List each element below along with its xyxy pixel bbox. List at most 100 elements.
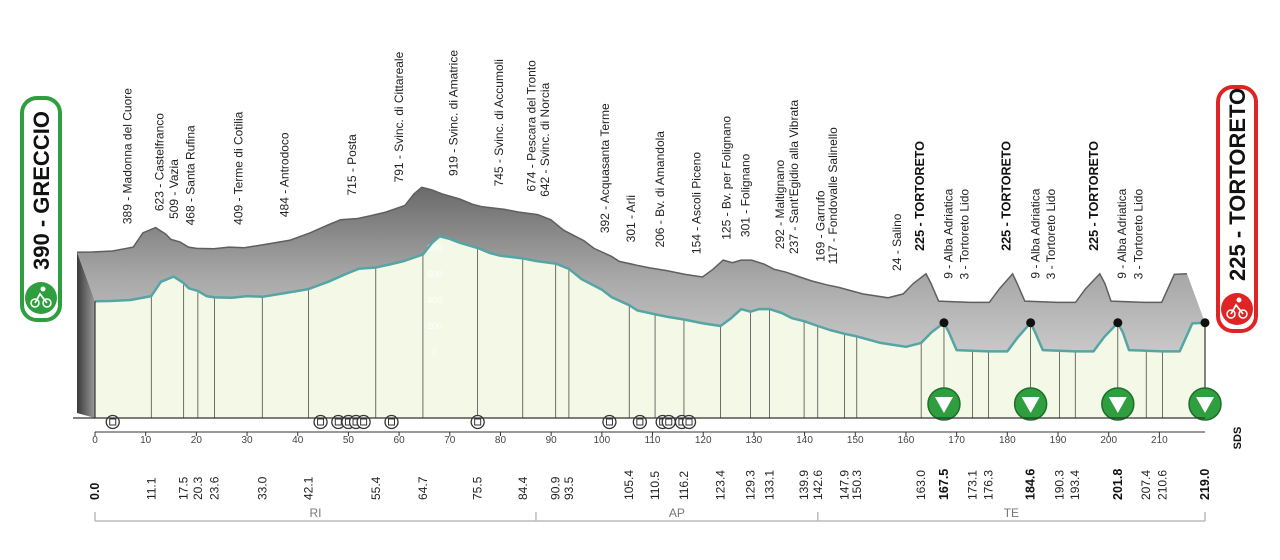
km-axis-tick-label: 210	[1151, 435, 1168, 446]
km-axis-tick-label: 180	[999, 435, 1016, 446]
waypoint-km-label: 11.1	[144, 477, 158, 500]
waypoint-km-label: 64.7	[416, 476, 430, 500]
profile-front-fill	[95, 236, 1205, 418]
waypoint-km-label: 17.5	[177, 476, 191, 500]
gps-marker-triangle	[1108, 397, 1127, 413]
profile-mountain-band	[77, 187, 1205, 352]
waypoint-km-label: 116.2	[677, 471, 691, 500]
waypoint-label: 745 - Svinc. di Accumoli	[492, 59, 506, 186]
town-icon-building	[474, 418, 482, 426]
waypoint-km-label: 201.8	[1111, 469, 1125, 500]
waypoint-label: 389 - Madonna del Cuore	[120, 88, 134, 224]
waypoint-km-label: 42.1	[301, 476, 315, 500]
km-axis-tick-label: 120	[695, 435, 712, 446]
km-axis-tick-label: 30	[241, 435, 253, 446]
waypoint-label: 9 - Alba Adriatica	[1115, 188, 1129, 278]
km-axis-tick-label: 10	[140, 435, 152, 446]
altitude-tick-label: 600	[427, 269, 442, 279]
waypoint-km-label: 20.3	[191, 476, 205, 500]
waypoint-label: 225 - TORTORETO	[913, 141, 927, 251]
province-label: TE	[1004, 506, 1019, 520]
km-axis-tick-label: 60	[394, 435, 406, 446]
altitude-tick-label: 200	[427, 321, 442, 331]
waypoint-km-label: 55.4	[369, 476, 383, 500]
waypoint-label: 674 - Pescara del Tronto	[525, 60, 539, 192]
waypoint-km-label: 123.4	[714, 470, 728, 500]
waypoint-label: 3 - Tortoreto Lido	[958, 189, 972, 280]
profile-ridge-line	[76, 186, 1188, 304]
waypoint-km-label: 105.4	[622, 470, 636, 500]
waypoint-label: 225 - TORTORETO	[1087, 141, 1101, 251]
waypoint-km-label: 176.3	[982, 470, 996, 500]
waypoint-km-label: 90.9	[549, 476, 563, 500]
cyclist-icon-body	[34, 292, 48, 304]
waypoint-label: 715 - Posta	[345, 134, 359, 196]
waypoint-label: 237 - Sant'Egidio alla Vibrata	[787, 100, 801, 254]
waypoint-label: 3 - Tortoreto Lido	[1131, 189, 1145, 280]
km-axis-tick-label: 0	[92, 435, 98, 446]
profile-left-wall	[77, 252, 95, 418]
waypoint-km-label: 184.6	[1024, 469, 1038, 500]
waypoint-label: 623 - Castelfranco	[153, 113, 167, 211]
cyclist-icon-head	[40, 286, 46, 292]
waypoint-label: 125 - Bv. per Folignano	[719, 116, 733, 240]
altitude-tick-label: 400	[427, 295, 442, 305]
waypoint-km-label: 84.4	[516, 476, 530, 500]
waypoint-km-label: 0.0	[88, 483, 102, 500]
waypoint-km-label: 190.3	[1053, 470, 1067, 500]
waypoint-km-label: 133.1	[763, 470, 777, 500]
waypoint-km-label: 147.9	[838, 470, 852, 500]
province-label: RI	[309, 506, 321, 520]
km-axis-tick-label: 110	[645, 435, 661, 446]
waypoint-km-label: 173.1	[965, 470, 979, 500]
town-icon-building	[109, 418, 117, 426]
waypoint-label: 468 - Santa Rufina	[184, 125, 198, 225]
start-badge	[20, 96, 62, 322]
town-icon-building	[388, 418, 396, 426]
altitude-tick-label: 0	[432, 347, 437, 357]
km-axis-tick-label: 50	[343, 435, 355, 446]
km-axis-tick-label: 170	[948, 435, 965, 446]
waypoint-label: 919 - Svinc. di Amatrice	[447, 50, 461, 176]
cyclist-icon-wheel	[1226, 309, 1236, 319]
waypoint-km-label: 150.3	[850, 470, 864, 500]
circuit-passage-dot	[1113, 318, 1123, 328]
circuit-passage-dot	[1200, 318, 1210, 328]
waypoint-km-label: 219.0	[1198, 469, 1212, 500]
waypoint-km-label: 75.5	[471, 476, 485, 500]
waypoint-km-label: 163.0	[914, 470, 928, 500]
cyclist-icon-head	[1236, 297, 1242, 303]
town-icon-building	[605, 418, 613, 426]
waypoint-label: 409 - Terme di Cotilia	[231, 111, 245, 224]
waypoint-km-label: 139.9	[797, 470, 811, 500]
waypoint-km-label: 23.6	[208, 476, 222, 500]
waypoint-km-label: 33.0	[255, 476, 269, 500]
finish-label: 225 - TORTORETO	[1225, 88, 1250, 281]
waypoint-label: 3 - Tortoreto Lido	[1044, 189, 1058, 280]
waypoint-km-label: 210.6	[1155, 470, 1169, 500]
altitude-tick-label: 800	[427, 243, 442, 253]
waypoint-label: 301 - Arli	[624, 195, 638, 242]
gps-marker-triangle	[1021, 397, 1040, 413]
town-icon-building	[665, 418, 673, 426]
km-axis-tick-label: 140	[796, 435, 813, 446]
waypoint-label: 206 - Bv. di Amandola	[653, 131, 667, 248]
waypoint-label: 642 - Svinc. di Norcia	[538, 82, 552, 196]
waypoint-label: 117 - Fondovalle Salinello	[826, 127, 840, 265]
waypoint-label: 791 - Svinc. di Cittareale	[392, 51, 406, 182]
province-label: AP	[669, 506, 685, 520]
cyclist-icon-wheel	[30, 298, 40, 308]
waypoint-label: 169 - Garrufo	[814, 190, 828, 262]
waypoint-label: 292 - Maltignano	[773, 160, 787, 250]
waypoint-km-label: 110.5	[648, 471, 662, 500]
gps-marker-triangle	[934, 397, 953, 413]
waypoint-label: 509 - Vazia	[167, 159, 181, 219]
waypoint-km-label: 193.4	[1068, 470, 1082, 500]
start-label: 390 - GRECCIO	[29, 111, 54, 270]
cyclist-icon-body	[1230, 303, 1244, 315]
finish-badge	[1216, 85, 1258, 333]
waypoint-label: 484 - Antrodoco	[277, 132, 291, 217]
waypoint-label: 9 - Alba Adriatica	[1029, 188, 1043, 278]
town-icon-building	[360, 418, 368, 426]
